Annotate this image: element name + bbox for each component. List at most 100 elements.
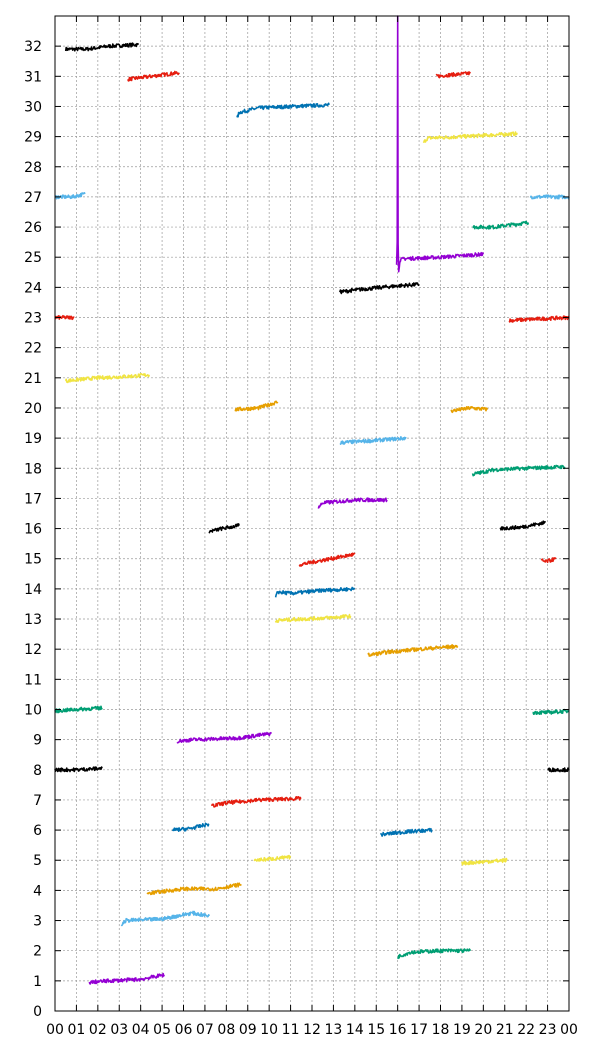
series-line-6 [529, 194, 570, 200]
x-tick-label: 11 [282, 1022, 300, 1038]
y-tick-label: 4 [33, 883, 42, 899]
y-axis-ticks: 0123456789101112131415161718192021222324… [24, 39, 569, 1020]
x-tick-label: 10 [260, 1022, 278, 1038]
x-tick-label: 18 [432, 1022, 450, 1038]
x-tick-label: 01 [68, 1022, 86, 1038]
series-line-8 [395, 15, 485, 273]
x-tick-label: 04 [132, 1022, 150, 1038]
series-line-2 [236, 102, 330, 118]
x-tick-label: 00 [46, 1022, 64, 1038]
series-line-12 [64, 372, 150, 384]
x-tick-label: 03 [110, 1022, 128, 1038]
series-line-29 [547, 767, 570, 773]
series-line-27 [176, 731, 272, 744]
grid [55, 16, 569, 1011]
x-tick-label: 17 [410, 1022, 428, 1038]
x-tick-label: 07 [196, 1022, 214, 1038]
series-line-1 [127, 70, 180, 82]
series-line-19 [499, 520, 547, 531]
x-tick-label: 14 [346, 1022, 364, 1038]
y-tick-label: 30 [24, 99, 42, 115]
series-line-17 [317, 497, 388, 509]
series-line-18 [208, 523, 240, 534]
y-tick-label: 0 [33, 1004, 42, 1020]
series-line-9 [339, 282, 420, 295]
y-tick-label: 29 [24, 130, 42, 146]
y-tick-label: 15 [24, 552, 42, 568]
series-line-35 [146, 882, 242, 896]
x-tick-label: 13 [325, 1022, 343, 1038]
series-line-5 [54, 192, 86, 200]
series-line-31 [172, 822, 210, 833]
x-tick-label: 00 [560, 1022, 578, 1038]
y-tick-label: 9 [33, 733, 42, 749]
y-tick-label: 1 [33, 974, 42, 990]
y-tick-label: 23 [24, 311, 42, 327]
series-line-11 [508, 315, 570, 323]
series-line-36 [120, 910, 210, 927]
series-line-24 [367, 644, 459, 657]
y-tick-label: 10 [24, 702, 42, 718]
series-line-25 [54, 705, 103, 714]
y-tick-label: 28 [24, 160, 42, 176]
y-tick-label: 8 [33, 763, 42, 779]
series-line-13 [234, 400, 279, 412]
series-line-34 [461, 857, 508, 866]
series-line-26 [532, 708, 570, 716]
series-line-37 [397, 948, 472, 960]
series-line-38 [88, 972, 165, 985]
series-line-14 [450, 405, 489, 414]
y-tick-label: 18 [24, 461, 42, 477]
y-tick-label: 27 [24, 190, 42, 206]
y-tick-label: 21 [24, 371, 42, 387]
y-tick-label: 3 [33, 914, 42, 930]
series-line-22 [274, 586, 356, 598]
series-line-15 [339, 435, 407, 446]
x-tick-label: 12 [303, 1022, 321, 1038]
series-line-32 [379, 827, 433, 837]
x-tick-label: 02 [89, 1022, 107, 1038]
x-tick-label: 23 [539, 1022, 557, 1038]
x-tick-label: 19 [453, 1022, 471, 1038]
y-tick-label: 2 [33, 944, 42, 960]
y-tick-label: 19 [24, 431, 42, 447]
x-axis-ticks: 00 01 02 03 04 05 06 07 08 09 10 11 12 13 14 15 16 17 18 19… [46, 16, 578, 1038]
y-tick-label: 24 [24, 280, 42, 296]
y-tick-label: 16 [24, 522, 42, 538]
x-tick-label: 06 [175, 1022, 193, 1038]
x-tick-label: 15 [367, 1022, 385, 1038]
x-tick-label: 22 [517, 1022, 535, 1038]
y-tick-label: 12 [24, 642, 42, 658]
y-tick-label: 6 [33, 823, 42, 839]
y-tick-label: 13 [24, 612, 42, 628]
y-tick-label: 22 [24, 341, 42, 357]
x-tick-label: 16 [389, 1022, 407, 1038]
series-line-20 [298, 552, 356, 567]
y-tick-label: 25 [24, 250, 42, 266]
y-tick-label: 20 [24, 401, 42, 417]
series-line-21 [540, 557, 557, 564]
x-tick-label: 09 [239, 1022, 257, 1038]
series-line-4 [422, 131, 518, 143]
series-line-23 [274, 613, 352, 624]
series-line-0 [64, 42, 140, 52]
y-tick-label: 14 [24, 582, 42, 598]
y-tick-label: 7 [33, 793, 42, 809]
x-tick-label: 20 [474, 1022, 492, 1038]
series-line-33 [253, 854, 292, 862]
series-line-16 [471, 464, 566, 477]
y-tick-label: 31 [24, 69, 42, 85]
series-line-28 [54, 766, 103, 773]
y-tick-label: 32 [24, 39, 42, 55]
x-tick-label: 05 [153, 1022, 171, 1038]
x-tick-label: 21 [496, 1022, 514, 1038]
y-tick-label: 5 [33, 853, 42, 869]
x-tick-label: 08 [217, 1022, 235, 1038]
y-tick-label: 17 [24, 491, 42, 507]
series-line-7 [472, 220, 530, 230]
y-tick-label: 11 [24, 672, 42, 688]
y-tick-label: 26 [24, 220, 42, 236]
series-line-30 [211, 795, 302, 808]
series-line-3 [435, 71, 472, 79]
